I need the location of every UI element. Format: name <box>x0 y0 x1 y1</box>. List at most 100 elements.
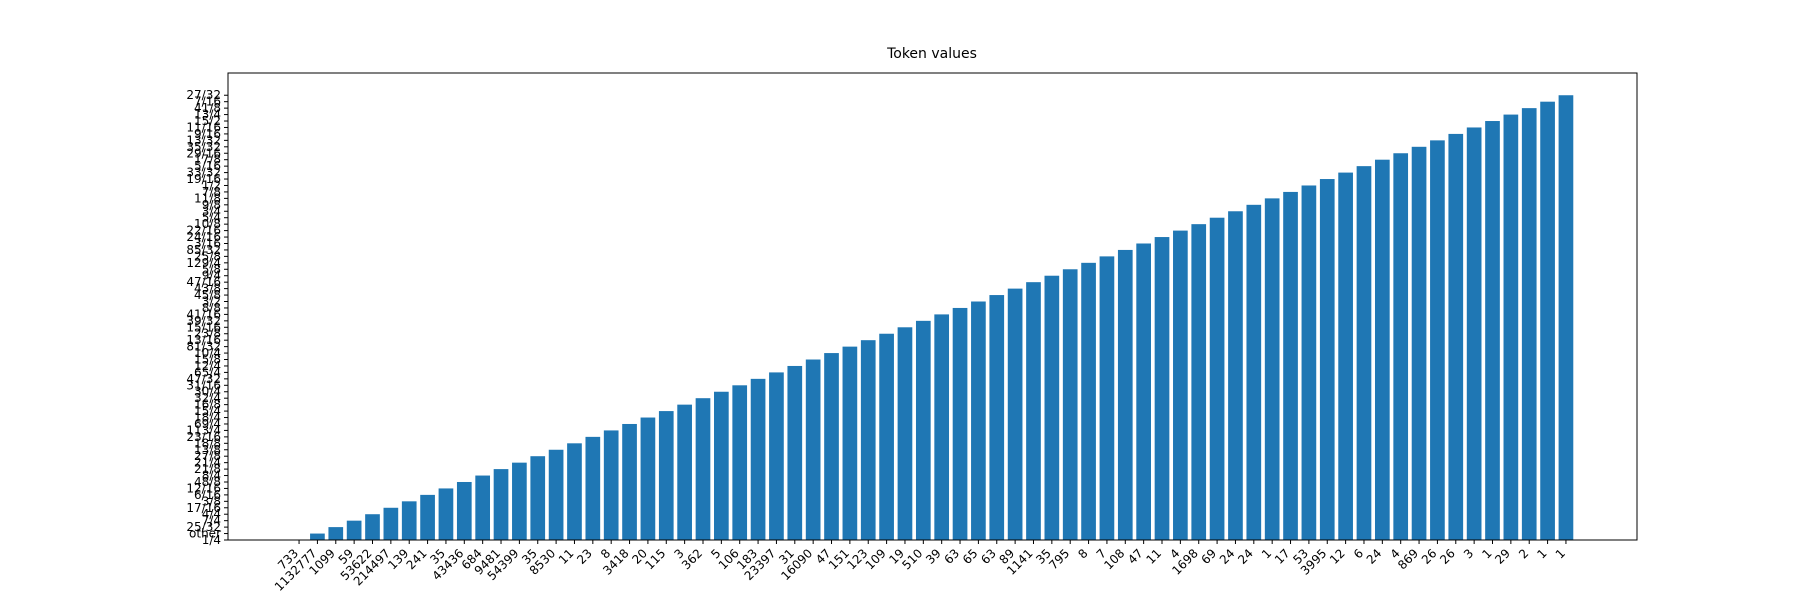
bar <box>456 481 472 540</box>
y-tick-label: 3/4 <box>202 204 221 218</box>
y-tick-label: 15/8 <box>194 353 221 367</box>
y-tick-label: 32/4 <box>194 391 221 405</box>
bar <box>677 404 692 540</box>
bar <box>658 411 674 540</box>
bar <box>383 507 399 540</box>
bar <box>714 391 729 540</box>
y-tick-label: 12/4 <box>194 359 221 373</box>
y-tick-label: 23/8 <box>194 327 221 341</box>
y-tick-label: 35/32 <box>186 140 221 154</box>
bar <box>1062 269 1078 540</box>
bar <box>1338 172 1353 540</box>
y-tick-label: 8/8 <box>202 301 221 315</box>
x-tick-label: 24 <box>1364 546 1385 567</box>
y-tick-label: 13/16 <box>186 333 221 347</box>
bar <box>1374 159 1390 540</box>
y-tick-label: other <box>189 527 221 541</box>
y-tick-label: 4/4 <box>202 507 221 521</box>
x-tick-label: 3 <box>1461 546 1476 561</box>
y-tick-label: 11/8 <box>194 191 221 205</box>
bar <box>1099 256 1115 540</box>
bar <box>1503 114 1519 541</box>
y-tick-label: 10/4 <box>194 346 221 360</box>
y-tick-label: 6/16 <box>194 488 221 502</box>
y-tick-label: 41/8 <box>194 101 221 115</box>
x-tick-label: 795 <box>1046 546 1072 572</box>
y-tick-label: 18/8 <box>194 436 221 450</box>
bar <box>585 436 601 540</box>
bar <box>879 333 894 540</box>
y-tick-label: 39/32 <box>186 314 221 328</box>
y-tick-label: 7/8 <box>202 185 221 199</box>
y-tick-label: 33/32 <box>186 166 221 180</box>
y-tick-label: 113/4 <box>186 423 221 437</box>
y-tick-label: 24/16 <box>186 230 221 244</box>
bar <box>1411 146 1427 540</box>
bar <box>346 520 362 540</box>
y-tick-label: 13/32 <box>186 133 221 147</box>
bar <box>971 301 986 540</box>
bar <box>750 378 766 540</box>
y-tick-label: 5/4 <box>202 211 221 225</box>
x-tick-label: 6 <box>1351 546 1366 561</box>
y-tick-label: 21/4 <box>194 456 221 470</box>
y-tick-label: 29/16 <box>186 146 221 160</box>
bar <box>475 475 491 540</box>
y-tick-label: 65/4 <box>194 365 221 379</box>
y-tick-label: 85/32 <box>186 243 221 257</box>
x-tick-label: 2 <box>1516 546 1531 561</box>
x-tick-label: 510 <box>899 546 925 572</box>
bar <box>1521 108 1537 540</box>
y-tick-label: 25/32 <box>186 520 221 534</box>
y-tick-label: 18/4 <box>194 411 221 425</box>
y-tick-label: 11/16 <box>186 120 221 134</box>
bar <box>1026 282 1041 540</box>
y-tick-label: 8/4 <box>202 469 221 483</box>
bar <box>640 417 656 540</box>
x-tick-label: 1 <box>1259 546 1274 561</box>
bar <box>842 346 858 540</box>
y-tick-label: 7/4 <box>202 514 221 528</box>
y-tick-label: 27/8 <box>194 449 221 463</box>
bar <box>934 314 950 540</box>
bar <box>732 385 748 540</box>
y-tick-label: 69/4 <box>194 417 221 431</box>
bar <box>805 359 821 540</box>
x-tick-label: 8 <box>1075 546 1090 561</box>
x-tick-label: 109 <box>863 546 889 572</box>
y-tick-label: 47/32 <box>186 372 221 386</box>
y-tick-label: 16/8 <box>194 398 221 412</box>
y-tick-label: 15/16 <box>186 320 221 334</box>
bar <box>530 456 546 540</box>
y-tick-label: 9/4 <box>202 269 221 283</box>
bar <box>1246 204 1262 540</box>
bar <box>310 533 325 540</box>
bar <box>1301 185 1317 540</box>
bar <box>897 327 913 540</box>
y-tick-label: 17/8 <box>194 153 221 167</box>
y-tick-label: 19/16 <box>186 172 221 186</box>
y-tick-label: 15/2 <box>194 114 221 128</box>
bar <box>401 501 417 540</box>
y-tick-label: 13/4 <box>194 108 221 122</box>
y-tick-label: 30/4 <box>194 385 221 399</box>
x-tick-label: 24 <box>1235 546 1256 567</box>
bar <box>1448 133 1464 541</box>
bar <box>1466 127 1482 540</box>
bar <box>548 449 564 540</box>
plot-frame <box>227 72 1638 541</box>
bar <box>328 527 344 540</box>
bar <box>1209 217 1225 540</box>
chart-title: Token values <box>886 46 977 62</box>
y-tick-label: 10/8 <box>194 217 221 231</box>
bar <box>1430 140 1445 540</box>
x-tick-label: 108 <box>1101 546 1127 572</box>
bar <box>860 340 876 540</box>
bar <box>769 372 784 540</box>
bar <box>1356 166 1372 541</box>
bar <box>1540 101 1555 540</box>
bar <box>1558 95 1574 540</box>
bar <box>915 320 931 540</box>
y-tick-label: 27/32 <box>186 88 221 102</box>
